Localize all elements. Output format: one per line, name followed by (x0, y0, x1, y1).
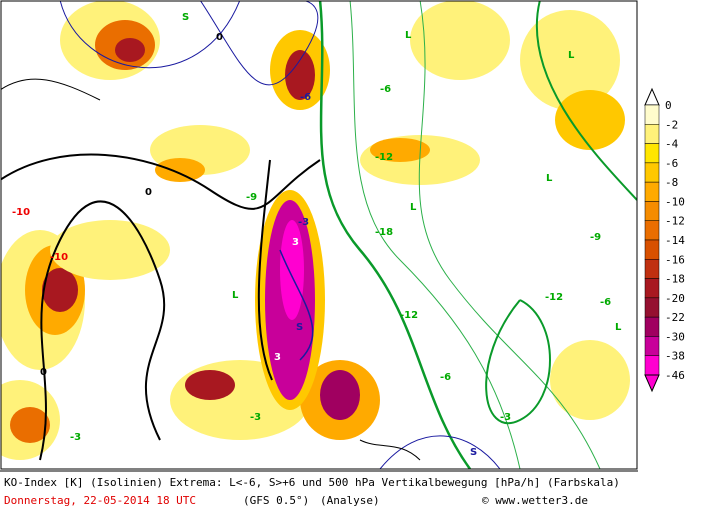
colorbar-band (644, 297, 660, 318)
isoline-label: -12 (375, 152, 393, 163)
isoline-label: -3 (70, 432, 81, 443)
colorbar-band (644, 259, 660, 279)
isoline-label: L (410, 202, 417, 213)
isoline-label: L (615, 322, 622, 333)
colorbar-band (644, 162, 660, 183)
colorbar-label: -8 (665, 176, 678, 189)
colorbar-label: -6 (665, 157, 678, 170)
isoline-label: -3 (298, 217, 309, 228)
footer-date: Donnerstag, 22-05-2014 18 UTC (4, 494, 196, 507)
colorbar-band (644, 278, 660, 299)
isoline-label: 3 (292, 237, 299, 248)
colorbar-band (644, 239, 660, 260)
colorbar-label: -14 (665, 234, 685, 247)
map (0, 0, 638, 470)
isoline-label: -6 (600, 297, 611, 308)
footer-copyright: © www.wetter3.de (482, 494, 588, 507)
colorbar-label: -12 (665, 215, 685, 228)
isoline-label: S (182, 12, 189, 23)
isoline-label: -3 (500, 412, 511, 423)
colorbar-band (644, 336, 660, 356)
isoline-label: L (405, 30, 412, 41)
isoline-label: -6 (380, 84, 391, 95)
colorbar-band (644, 143, 660, 164)
colorbar-band (644, 124, 660, 144)
isoline-label: -9 (590, 232, 601, 243)
isoline-label: -18 (375, 227, 393, 238)
colorbar-band (644, 201, 660, 221)
colorbar-bottom-tip (644, 374, 660, 393)
colorbar-label: -38 (665, 350, 685, 363)
colorbar-label: -30 (665, 330, 685, 343)
footer-model: (GFS 0.5°) (243, 494, 309, 507)
isoline-label: -9 (246, 192, 257, 203)
isoline-label: 0 (216, 32, 223, 43)
isoline-label: S (470, 447, 477, 458)
footer-description: KO-Index [K] (Isolinien) Extrema: L<-6, … (4, 476, 620, 489)
isoline-label: -10 (12, 207, 30, 218)
isoline-label: -6 (440, 372, 451, 383)
isoline-label: L (546, 173, 553, 184)
colorbar-label: -20 (665, 292, 685, 305)
isoline-label: -6 (300, 92, 311, 103)
colorbar-label: -2 (665, 118, 678, 131)
colorbar-label: 0 (665, 99, 672, 112)
isoline-label: 3 (274, 352, 281, 363)
isoline-label: -10 (50, 252, 68, 263)
colorbar-band (644, 181, 660, 202)
colorbar-label: -18 (665, 273, 685, 286)
colorbar-label: -46 (665, 369, 685, 382)
map-frame (0, 0, 638, 470)
isoline-label: 0 (145, 187, 152, 198)
colorbar-band (644, 316, 660, 337)
isoline-label: -3 (250, 412, 261, 423)
isoline-label: -12 (545, 292, 563, 303)
isoline-label: 0 (40, 367, 47, 378)
colorbar-label: -16 (665, 253, 685, 266)
isoline-label: -12 (400, 310, 418, 321)
colorbar-label: -4 (665, 138, 679, 151)
colorbar-band (644, 104, 660, 125)
contours (1, 1, 637, 469)
colorbar-label: -22 (665, 311, 685, 324)
isoline-label: L (568, 50, 575, 61)
colorbar-label: -10 (665, 195, 685, 208)
isoline-label: S (296, 322, 303, 333)
colorbar-band (644, 220, 660, 241)
isoline-label: L (232, 290, 239, 301)
colorbar-band (644, 355, 660, 376)
footer-analysis: (Analyse) (320, 494, 380, 507)
